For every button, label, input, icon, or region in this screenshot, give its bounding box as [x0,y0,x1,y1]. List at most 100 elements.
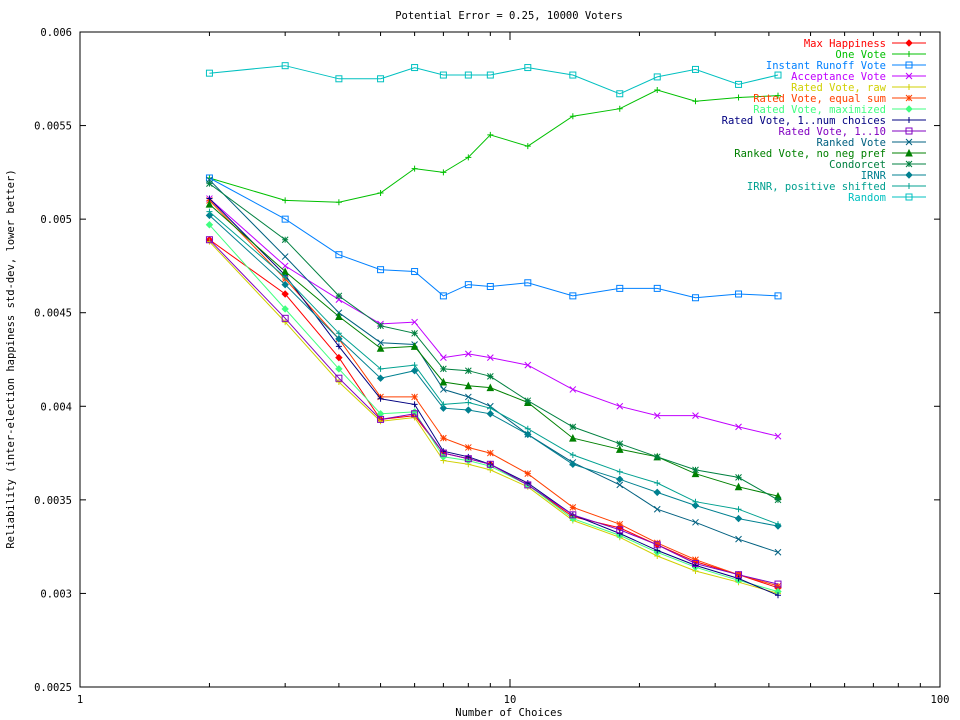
data-point [281,314,289,322]
data-point [692,98,699,105]
legend-marker [905,39,913,47]
series [206,208,781,528]
data-point [524,481,532,489]
series-line [209,215,779,527]
series-line [209,183,779,501]
data-point [774,292,782,300]
x-tick-label: 100 [931,694,950,706]
data-point [335,335,343,343]
data-point [569,460,577,469]
data-point [616,481,624,489]
data-point [335,292,343,300]
legend-entry: Rated Vote, 1..num choices [722,115,926,127]
y-tick-label: 0.0055 [34,121,72,133]
data-point [616,475,624,483]
data-point [486,449,494,457]
data-point [281,280,289,289]
data-point [735,94,742,101]
data-point [464,393,472,401]
data-point [691,294,699,302]
legend-marker [905,72,913,80]
data-point [774,92,781,99]
data-point [734,482,743,491]
legend-label: Rated Vote, maximized [753,104,886,116]
data-point [653,505,661,513]
data-point [464,381,473,390]
series-line [209,177,779,299]
data-point [774,582,782,590]
data-point [692,518,699,526]
data-point [206,208,213,215]
legend-entry: Ranked Vote [816,137,926,149]
data-point [411,165,418,172]
legend-entry: Rated Vote, maximized [753,104,926,116]
data-point [734,514,743,523]
data-point [464,367,472,375]
x-tick-label: 10 [504,694,517,706]
legend-label: Rated Vote, 1..10 [779,126,886,138]
data-point [410,342,419,350]
data-point [377,365,384,372]
data-point [692,556,699,564]
data-point [616,530,623,537]
data-point [281,253,289,260]
data-point [377,415,385,423]
legend-label: One Vote [835,49,886,61]
data-point [205,200,214,208]
data-point [692,498,699,505]
legend-label: Rated Vote, raw [791,82,887,94]
data-point [616,105,623,112]
series [205,211,782,530]
data-point [524,143,531,150]
data-point [335,251,343,259]
data-point [205,69,213,77]
data-point [616,90,624,98]
legend-label: Condorcet [829,159,886,171]
data-point [439,377,448,386]
data-point [411,268,419,276]
data-point [524,279,532,287]
legend-marker [906,84,912,90]
data-point [735,535,742,543]
data-point [692,412,699,419]
data-point [654,480,661,487]
legend-entry: Max Happiness [804,38,926,50]
data-point [487,131,494,138]
legend-label: Instant Runoff Vote [766,60,886,72]
data-point [410,367,419,375]
data-point [440,386,447,393]
data-point [569,503,577,511]
data-point [692,466,699,474]
data-point [653,539,661,547]
data-point [486,383,495,392]
data-point [282,274,289,281]
legend-marker [905,193,913,201]
series [206,195,781,599]
chart-title: Potential Error = 0.25, 10000 Voters [395,10,623,22]
data-point [377,339,384,347]
data-point [439,292,447,300]
legend-label: Ranked Vote, no neg pref [734,148,886,160]
data-point [653,412,661,419]
data-point [440,354,447,361]
data-point [774,580,782,588]
data-point [524,470,532,478]
data-point [654,87,661,94]
y-tick-label: 0.003 [40,588,72,600]
x-tick-label: 1 [77,694,83,706]
data-point [616,526,624,534]
series [206,197,782,590]
data-point [691,501,700,510]
data-point [465,399,472,406]
data-point [774,521,781,528]
y-axis: 0.0025 0.003 0.0035 0.004 0.0045 0.005 0.0055 0… [34,27,940,694]
legend-marker [906,183,912,189]
legend-entry: Condorcet [829,159,926,171]
legend-marker [905,148,913,157]
series [205,236,782,588]
series [205,174,782,302]
data-point [616,284,624,292]
data-point [281,305,289,313]
legend-label: Max Happiness [804,38,886,50]
y-tick-label: 0.0045 [34,308,72,320]
